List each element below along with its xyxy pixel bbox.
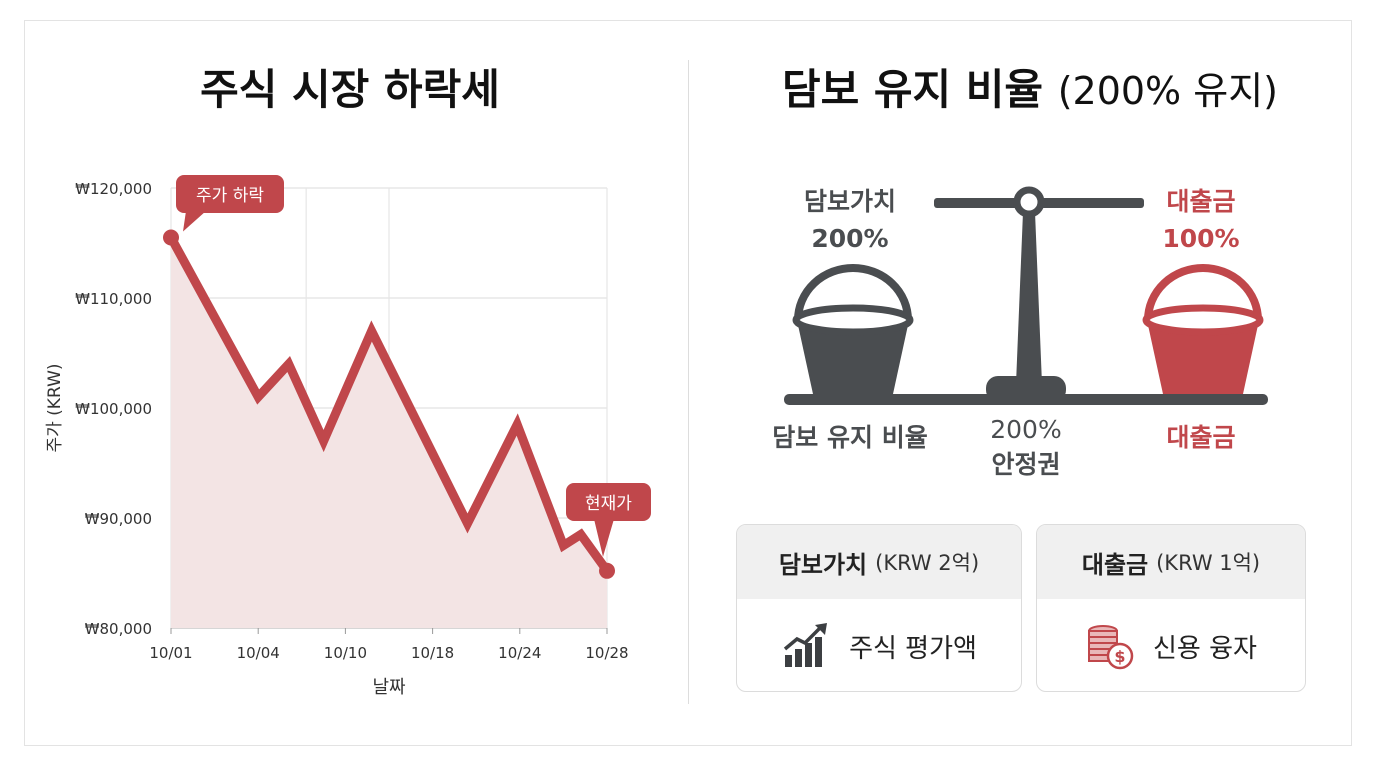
loan-card-text: 신용 융자 [1153,633,1257,664]
loan-percent: 100% [1162,224,1239,253]
x-tick-label: 10/10 [324,644,367,662]
collateral-label: 담보가치 [804,187,896,216]
center-safe-label: 안정권 [991,450,1060,479]
callout-bubble [566,483,651,521]
left-panel-title: 주식 시장 하락세 [200,65,500,114]
scale-pivot-icon [1013,186,1045,218]
collateral-card-title: 담보가치 [778,550,868,579]
y-axis-ticks: ₩80,000 ₩90,000 ₩100,000 ₩110,000 ₩120,000 [75,180,152,638]
panel-divider [688,60,689,704]
collateral-percent: 200% [811,224,888,253]
data-point [599,562,615,579]
data-point [163,229,179,246]
x-tick-label: 10/18 [411,644,454,662]
collateral-card-body: 주식 평가액 [737,599,1021,691]
right-panel-title: 담보 유지 비율 (200% 유지) [700,56,1360,116]
svg-text:$: $ [1114,647,1125,666]
chart-points [163,229,615,579]
y-tick-label: ₩100,000 [75,400,152,418]
loan-label: 대출금 [1166,187,1235,216]
y-tick-label: ₩90,000 [85,510,152,528]
center-percent: 200% [990,415,1061,444]
loan-card-title: 대출금 [1081,550,1149,579]
callout-text: 주가 하락 [196,186,264,206]
scale-pillar [1016,212,1042,384]
y-tick-label: ₩80,000 [85,620,152,638]
x-tick-label: 10/24 [498,644,541,662]
callout-pointer [183,211,206,232]
callout-text: 현재가 [585,494,632,514]
loan-card: 대출금 (KRW 1억) $ 신용 융자 [1036,524,1306,692]
price-area-fill [171,237,607,628]
x-axis-label: 날짜 [372,677,406,698]
y-tick-label: ₩120,000 [75,180,152,198]
x-axis-ticks: 10/01 10/04 10/10 10/18 10/24 10/28 [149,628,629,662]
right-panel-title-sub: (200% 유지) [1057,69,1278,113]
scale-bottom-bar [784,394,1268,405]
y-tick-label: ₩110,000 [75,290,152,308]
x-tick-label: 10/01 [149,644,192,662]
loan-card-header: 대출금 (KRW 1억) [1037,525,1305,599]
y-axis-label: 주가 (KRW) [45,363,65,452]
chart-callout: 주가 하락 [176,175,284,232]
bar-chart-trend-icon [783,623,828,667]
right-panel-title-main: 담보 유지 비율 [781,65,1044,114]
balance-scale-diagram: 담보가치 200% 대출금 100% 담보 유지 비율 200% 안정권 대출금 [772,186,1268,479]
collateral-card-unit: (KRW 2억) [875,551,980,575]
stock-price-chart: ₩80,000 ₩90,000 ₩100,000 ₩110,000 ₩120,000 1… [45,175,651,698]
loan-bottom-label: 대출금 [1166,423,1235,452]
ratio-bottom-label: 담보 유지 비율 [772,423,927,452]
loan-bucket-icon [1142,264,1264,394]
x-tick-label: 10/04 [237,644,280,662]
collateral-bucket-icon [792,264,914,394]
loan-card-body: $ 신용 융자 [1037,599,1305,691]
loan-card-unit: (KRW 1억) [1156,551,1261,575]
collateral-card: 담보가치 (KRW 2억) 주식 평가액 [736,524,1022,692]
x-tick-label: 10/28 [585,644,628,662]
collateral-card-text: 주식 평가액 [849,633,977,664]
coin-stack-icon: $ [1088,625,1134,670]
collateral-card-header: 담보가치 (KRW 2억) [737,525,1021,599]
price-line [166,233,612,576]
chart-callout: 현재가 [566,483,651,557]
callout-pointer [594,519,614,557]
callout-bubble [176,175,284,213]
